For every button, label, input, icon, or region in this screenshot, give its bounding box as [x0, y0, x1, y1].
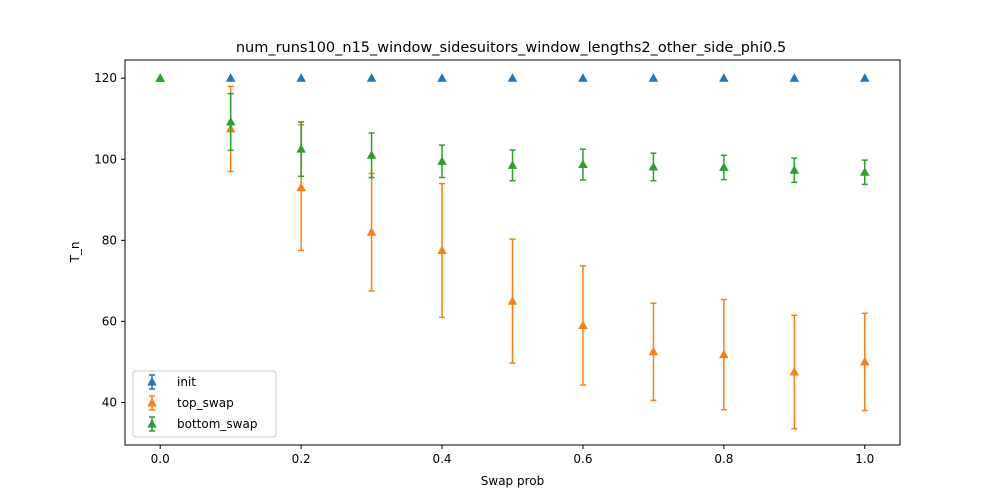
legend: init top_swap bottom_swap	[132, 370, 277, 438]
legend-label: top_swap	[177, 396, 234, 410]
legend-box	[132, 370, 277, 438]
x-axis-ticks: 0.0 0.2 0.4 0.6 0.8 1.0	[151, 445, 874, 466]
data-point	[719, 162, 729, 171]
data-point	[648, 346, 659, 356]
y-tick-label: 80	[102, 233, 117, 247]
series-init	[155, 73, 870, 82]
data-point	[437, 245, 447, 254]
data-point	[789, 73, 800, 82]
data-point	[296, 182, 306, 192]
data-point	[366, 150, 377, 159]
x-tick-label: 0.0	[151, 452, 170, 466]
x-tick-label: 1.0	[855, 452, 874, 466]
x-tick-label: 0.4	[432, 452, 451, 466]
data-point	[507, 160, 518, 169]
legend-marker	[147, 377, 157, 386]
series-top-swap	[155, 73, 870, 430]
legend-marker	[147, 419, 157, 428]
data-point	[296, 73, 306, 82]
x-tick-label: 0.6	[573, 452, 592, 466]
y-tick-label: 60	[102, 314, 117, 328]
x-axis-label: Swap prob	[481, 474, 544, 488]
data-point	[578, 159, 588, 169]
data-point	[437, 156, 447, 165]
data-point	[225, 73, 236, 82]
y-tick-label: 100	[94, 152, 117, 166]
data-point	[860, 167, 870, 176]
data-point	[507, 296, 518, 305]
legend-item: top_swap	[147, 395, 234, 411]
y-axis-ticks: 40 60 80 100 120	[94, 71, 125, 409]
y-tick-label: 120	[94, 71, 117, 85]
data-point	[578, 320, 588, 329]
series-bottom-swap	[155, 73, 870, 186]
x-tick-label: 0.8	[714, 452, 733, 466]
data-point	[437, 73, 447, 82]
data-point	[860, 73, 870, 82]
x-tick-label: 0.2	[292, 452, 311, 466]
data-point	[578, 73, 588, 82]
data-point	[648, 73, 659, 82]
data-point	[366, 73, 377, 82]
legend-marker	[147, 398, 157, 407]
data-point	[648, 161, 659, 171]
legend-label: bottom_swap	[177, 417, 257, 431]
legend-label: init	[177, 375, 196, 389]
plot-marks	[155, 73, 870, 430]
axes-frame	[124, 59, 901, 446]
legend-item: init	[147, 374, 196, 390]
data-point	[155, 73, 165, 82]
data-point	[719, 73, 729, 82]
data-point	[366, 227, 377, 236]
y-axis-label: T_n	[68, 242, 82, 264]
data-point	[507, 73, 518, 82]
data-point	[860, 356, 870, 366]
data-point	[789, 367, 800, 376]
data-point	[789, 165, 800, 174]
chart-title: num_runs100_n15_window_sidesuitors_windo…	[236, 40, 786, 56]
data-point	[225, 117, 236, 126]
y-tick-label: 40	[102, 395, 117, 409]
data-point	[296, 144, 306, 153]
data-point	[719, 349, 729, 359]
legend-item: bottom_swap	[147, 416, 257, 432]
